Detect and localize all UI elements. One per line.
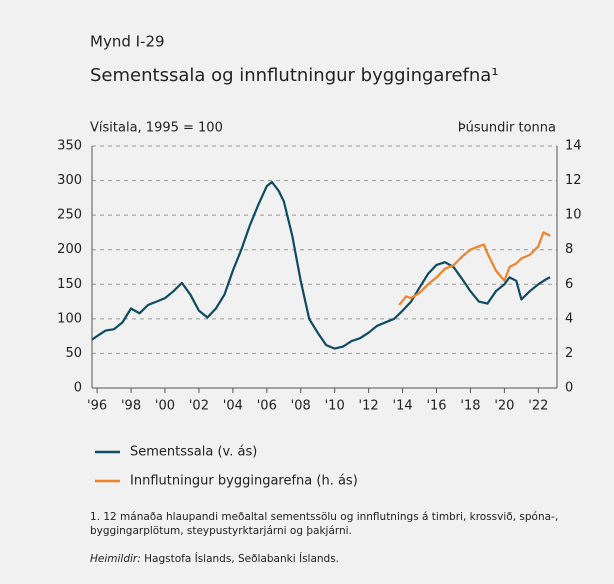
- legend-label: Sementssala (v. ás): [130, 445, 257, 460]
- y2-tick-label: 0: [565, 381, 573, 396]
- y-tick-label: 150: [57, 277, 82, 292]
- y2-tick-label: 6: [565, 277, 573, 292]
- x-tick-label: '06: [257, 399, 277, 414]
- x-tick-label: '20: [494, 399, 514, 414]
- y2-tick-label: 4: [565, 311, 573, 326]
- y-tick-label: 200: [57, 242, 82, 257]
- x-tick-label: '10: [325, 399, 345, 414]
- x-tick-label: '96: [87, 399, 107, 414]
- source-text: Hagstofa Íslands, Seðlabanki Íslands.: [144, 553, 340, 565]
- y-axis-label: Vísitala, 1995 = 100: [90, 121, 223, 136]
- x-tick-label: '18: [460, 399, 480, 414]
- figure-label: Mynd I-29: [90, 33, 165, 51]
- series-line: [91, 180, 551, 350]
- legend-label: Innflutningur byggingarefna (h. ás): [130, 474, 358, 489]
- series-line: [398, 231, 551, 306]
- footnote: 1. 12 mánaða hlaupandi meðaltal sementss…: [90, 511, 559, 537]
- x-tick-label: '00: [155, 399, 175, 414]
- y-tick-label: 350: [57, 139, 82, 154]
- y-tick-label: 300: [57, 173, 82, 188]
- x-tick-label: '08: [291, 399, 311, 414]
- y-tick-label: 50: [65, 346, 82, 361]
- chart-title: Sementssala og innflutningur byggingaref…: [90, 65, 499, 86]
- y-tick-label: 0: [74, 381, 82, 396]
- y2-tick-label: 2: [565, 346, 573, 361]
- x-tick-label: '14: [393, 399, 413, 414]
- x-tick-label: '16: [426, 399, 446, 414]
- y-tick-label: 250: [57, 208, 82, 223]
- x-tick-label: '02: [189, 399, 209, 414]
- source-label: Heimildir:: [90, 553, 141, 565]
- x-tick-label: '12: [359, 399, 379, 414]
- y2-tick-label: 10: [565, 208, 582, 223]
- y2-tick-label: 14: [565, 139, 582, 154]
- x-tick-label: '22: [528, 399, 548, 414]
- y2-tick-label: 12: [565, 173, 582, 188]
- x-tick-label: '98: [121, 399, 141, 414]
- y-tick-label: 100: [57, 311, 82, 326]
- y2-tick-label: 8: [565, 242, 573, 257]
- source: Heimildir: Hagstofa Íslands, Seðlabanki …: [90, 552, 570, 566]
- y2-axis-label: Þúsundir tonna: [458, 121, 556, 136]
- x-tick-label: '04: [223, 399, 243, 414]
